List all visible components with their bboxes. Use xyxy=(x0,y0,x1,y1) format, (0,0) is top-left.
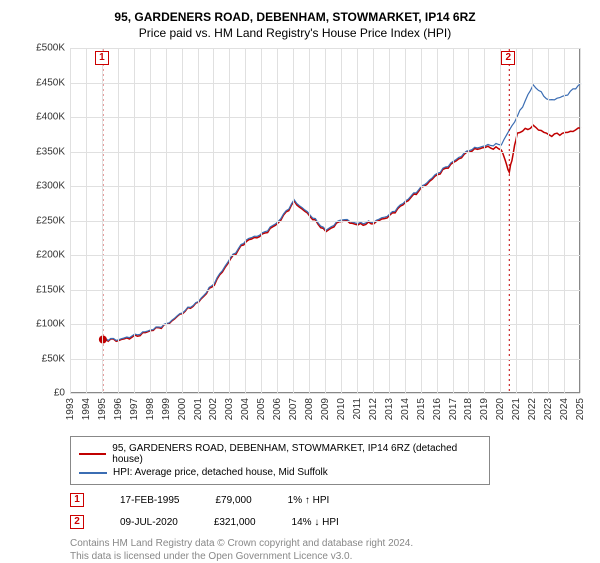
x-tick-label: 2005 xyxy=(256,398,267,420)
x-tick-label: 1998 xyxy=(145,398,156,420)
x-tick-label: 2014 xyxy=(400,398,411,420)
x-tick-label: 2002 xyxy=(208,398,219,420)
legend-label: 95, GARDENERS ROAD, DEBENHAM, STOWMARKET… xyxy=(112,443,481,465)
y-tick-label: £0 xyxy=(54,388,65,399)
legend-swatch-property xyxy=(79,453,106,455)
footer-line: Contains HM Land Registry data © Crown c… xyxy=(70,537,580,550)
chart-svg xyxy=(71,49,581,394)
event-marker-2: 2 xyxy=(501,51,515,65)
legend: 95, GARDENERS ROAD, DEBENHAM, STOWMARKET… xyxy=(70,436,490,485)
y-tick-label: £300K xyxy=(36,181,65,192)
series-property xyxy=(103,125,581,341)
title-main: 95, GARDENERS ROAD, DEBENHAM, STOWMARKET… xyxy=(10,10,580,24)
x-tick-label: 2006 xyxy=(272,398,283,420)
x-tick-label: 2022 xyxy=(527,398,538,420)
x-tick-label: 2017 xyxy=(448,398,459,420)
chart-titles: 95, GARDENERS ROAD, DEBENHAM, STOWMARKET… xyxy=(10,10,580,40)
x-tick-label: 2009 xyxy=(320,398,331,420)
x-tick-label: 2025 xyxy=(575,398,586,420)
title-sub: Price paid vs. HM Land Registry's House … xyxy=(10,26,580,40)
y-tick-label: £350K xyxy=(36,146,65,157)
x-tick-label: 2008 xyxy=(304,398,315,420)
legend-label: HPI: Average price, detached house, Mid … xyxy=(113,467,328,478)
x-tick-label: 1999 xyxy=(161,398,172,420)
x-tick-label: 2016 xyxy=(432,398,443,420)
event-marker-1: 1 xyxy=(95,51,109,65)
sale-pct: 14% ↓ HPI xyxy=(292,517,339,528)
legend-row: HPI: Average price, detached house, Mid … xyxy=(79,467,481,478)
x-tick-label: 2001 xyxy=(193,398,204,420)
sale-row-1: 1 17-FEB-1995 £79,000 1% ↑ HPI xyxy=(70,493,580,507)
sale-marker: 1 xyxy=(70,493,84,507)
y-tick-label: £200K xyxy=(36,250,65,261)
x-tick-label: 2013 xyxy=(384,398,395,420)
start-dot xyxy=(99,335,107,343)
x-tick-label: 1996 xyxy=(113,398,124,420)
sale-row-2: 2 09-JUL-2020 £321,000 14% ↓ HPI xyxy=(70,515,580,529)
y-tick-label: £400K xyxy=(36,112,65,123)
chart-area: £0 £50K £100K £150K £200K £250K £300K £350K £400… xyxy=(20,48,580,428)
sale-pct: 1% ↑ HPI xyxy=(288,495,330,506)
sale-price: £79,000 xyxy=(215,495,251,506)
x-tick-label: 2010 xyxy=(336,398,347,420)
x-tick-label: 1995 xyxy=(97,398,108,420)
y-tick-label: £50K xyxy=(42,353,65,364)
x-tick-label: 2020 xyxy=(495,398,506,420)
footer: Contains HM Land Registry data © Crown c… xyxy=(70,537,580,563)
y-tick-label: £150K xyxy=(36,284,65,295)
x-tick-label: 2015 xyxy=(416,398,427,420)
y-tick-label: £500K xyxy=(36,43,65,54)
series-hpi xyxy=(103,84,581,341)
x-tick-label: 2019 xyxy=(479,398,490,420)
x-tick-label: 1993 xyxy=(65,398,76,420)
sale-marker: 2 xyxy=(70,515,84,529)
x-tick-label: 2021 xyxy=(511,398,522,420)
x-tick-label: 2018 xyxy=(463,398,474,420)
x-tick-label: 2011 xyxy=(352,398,363,420)
x-tick-label: 1994 xyxy=(81,398,92,420)
y-tick-label: £450K xyxy=(36,77,65,88)
x-tick-label: 2003 xyxy=(224,398,235,420)
sale-price: £321,000 xyxy=(214,517,256,528)
y-tick-label: £250K xyxy=(36,215,65,226)
y-tick-label: £100K xyxy=(36,319,65,330)
x-tick-label: 2024 xyxy=(559,398,570,420)
legend-row: 95, GARDENERS ROAD, DEBENHAM, STOWMARKET… xyxy=(79,443,481,465)
x-tick-label: 2004 xyxy=(240,398,251,420)
legend-swatch-hpi xyxy=(79,472,107,474)
x-tick-label: 2007 xyxy=(288,398,299,420)
sale-date: 17-FEB-1995 xyxy=(120,495,179,506)
x-tick-label: 1997 xyxy=(129,398,140,420)
x-tick-label: 2023 xyxy=(543,398,554,420)
x-tick-label: 2000 xyxy=(177,398,188,420)
footer-line: This data is licensed under the Open Gov… xyxy=(70,550,580,563)
x-tick-label: 2012 xyxy=(368,398,379,420)
sale-date: 09-JUL-2020 xyxy=(120,517,178,528)
